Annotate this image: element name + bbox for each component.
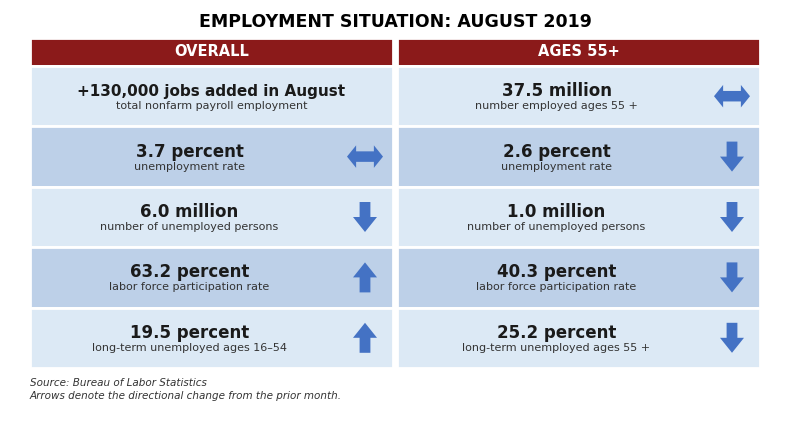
Polygon shape	[720, 323, 744, 353]
Polygon shape	[347, 146, 383, 168]
Bar	[30, 187, 393, 247]
Text: number of unemployed persons: number of unemployed persons	[100, 222, 279, 232]
Text: EMPLOYMENT SITUATION: AUGUST 2019: EMPLOYMENT SITUATION: AUGUST 2019	[198, 13, 592, 31]
Text: number of unemployed persons: number of unemployed persons	[468, 222, 645, 232]
Text: 25.2 percent: 25.2 percent	[497, 324, 616, 342]
Text: 1.0 million: 1.0 million	[507, 203, 606, 221]
Bar	[397, 126, 760, 187]
Text: unemployment rate: unemployment rate	[134, 162, 245, 172]
Text: 63.2 percent: 63.2 percent	[130, 263, 249, 281]
Text: long-term unemployed ages 55 +: long-term unemployed ages 55 +	[462, 343, 650, 353]
Bar	[397, 187, 760, 247]
Polygon shape	[353, 202, 377, 232]
Text: long-term unemployed ages 16–54: long-term unemployed ages 16–54	[92, 343, 287, 353]
Text: labor force participation rate: labor force participation rate	[109, 283, 269, 292]
Text: 40.3 percent: 40.3 percent	[497, 263, 616, 281]
Bar	[30, 307, 393, 368]
Bar	[30, 38, 393, 66]
Polygon shape	[353, 323, 377, 353]
Text: Arrows denote the directional change from the prior month.: Arrows denote the directional change fro…	[30, 391, 342, 401]
Bar	[30, 247, 393, 307]
Text: labor force participation rate: labor force participation rate	[476, 283, 637, 292]
Text: AGES 55+: AGES 55+	[538, 44, 619, 60]
Bar	[397, 307, 760, 368]
Bar	[397, 247, 760, 307]
Text: 6.0 million: 6.0 million	[141, 203, 239, 221]
Polygon shape	[353, 263, 377, 292]
Polygon shape	[720, 202, 744, 232]
Bar	[397, 38, 760, 66]
Text: unemployment rate: unemployment rate	[501, 162, 612, 172]
Text: 2.6 percent: 2.6 percent	[502, 142, 611, 161]
Bar	[30, 126, 393, 187]
Text: OVERALL: OVERALL	[174, 44, 249, 60]
Text: +130,000 jobs added in August: +130,000 jobs added in August	[77, 84, 345, 99]
Bar	[30, 66, 393, 126]
Text: 19.5 percent: 19.5 percent	[130, 324, 249, 342]
Polygon shape	[720, 263, 744, 292]
Polygon shape	[720, 142, 744, 172]
Bar	[397, 66, 760, 126]
Polygon shape	[714, 85, 750, 107]
Text: number employed ages 55 +: number employed ages 55 +	[475, 101, 638, 111]
Text: Source: Bureau of Labor Statistics: Source: Bureau of Labor Statistics	[30, 378, 207, 388]
Text: 3.7 percent: 3.7 percent	[136, 142, 243, 161]
Text: total nonfarm payroll employment: total nonfarm payroll employment	[116, 101, 307, 111]
Text: 37.5 million: 37.5 million	[502, 82, 611, 100]
